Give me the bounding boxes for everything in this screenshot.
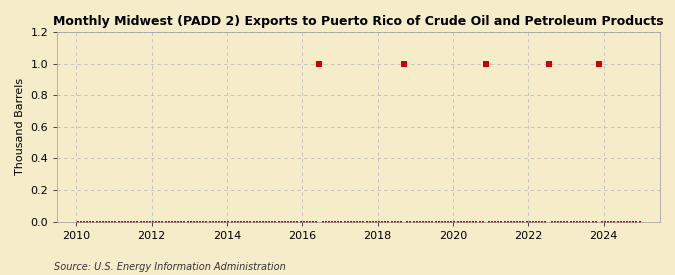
Title: Monthly Midwest (PADD 2) Exports to Puerto Rico of Crude Oil and Petroleum Produ: Monthly Midwest (PADD 2) Exports to Puer… bbox=[53, 15, 664, 28]
Text: Source: U.S. Energy Information Administration: Source: U.S. Energy Information Administ… bbox=[54, 262, 286, 272]
Y-axis label: Thousand Barrels: Thousand Barrels bbox=[15, 78, 25, 175]
